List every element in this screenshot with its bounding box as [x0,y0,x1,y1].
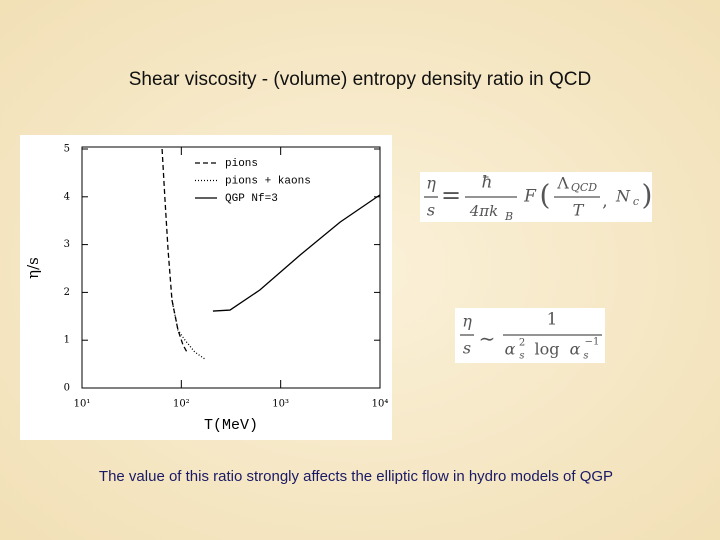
y-tick-label: 3 [64,239,70,250]
formula-text: −1 [585,337,600,348]
x-tick-label: 10⁴ [372,399,389,410]
x-tick-label: 10¹ [74,399,91,410]
formula-text: 1 [547,310,558,330]
y-tick-label: 5 [64,144,70,155]
formula-text: c [633,195,639,208]
y-tick-label: 1 [64,335,70,346]
formula-text: Λ [556,174,569,193]
series-line [161,148,188,353]
plot-frame [81,146,381,389]
x-tick-label: 10³ [272,399,289,410]
caption: The value of this ratio strongly affects… [99,468,613,485]
formula-text: = [441,182,461,210]
formula-text: s [583,351,588,362]
formula-text: log [535,340,560,359]
y-tick-label: 0 [64,383,70,394]
formula-text: ħ [482,173,493,193]
series-line [212,194,381,312]
formula-text: T [573,201,585,220]
x-tick-label: 10² [173,399,190,410]
formula-text: N [615,187,631,206]
formula-text: , [602,192,607,212]
formula-text: ) [642,179,653,212]
formula-text: ∼ [479,327,496,351]
formula-text: η [426,174,436,193]
x-axis-label: T(MeV) [204,417,258,434]
formula-panel [420,172,652,222]
y-axis-label: η/s [24,257,42,279]
formula-text: α [505,340,516,359]
plot-panel [20,135,392,440]
legend-label: pions [225,158,258,170]
formula-text: 4πk [469,202,499,220]
legend-label: QGP Nf=3 [225,193,278,205]
formula-text: B [504,210,513,223]
y-tick-label: 2 [64,287,70,298]
formula-text: α [570,340,581,359]
formula-text: η [462,312,472,331]
formula-text: s [519,351,524,362]
formula-text: 2 [519,338,525,349]
y-tick-label: 4 [64,191,70,202]
slide-title: Shear viscosity - (volume) entropy densi… [129,69,592,90]
formula-text: s [427,201,435,220]
formula-text: ( [540,179,551,212]
formula-text: QCD [571,181,597,194]
series-line [171,299,207,361]
formula-text: s [463,339,471,358]
formula-text: F [523,187,537,207]
legend-label: pions + kaons [225,175,311,187]
